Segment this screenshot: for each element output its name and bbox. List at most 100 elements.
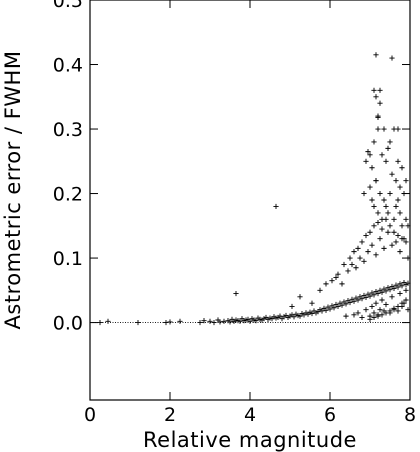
data-point xyxy=(375,313,381,319)
data-point xyxy=(363,232,369,239)
data-point xyxy=(393,178,399,184)
data-point xyxy=(397,290,403,297)
data-point xyxy=(399,223,405,229)
data-point xyxy=(371,87,377,93)
data-point xyxy=(367,184,373,190)
data-point xyxy=(405,280,411,286)
data-point xyxy=(359,314,365,321)
data-point xyxy=(371,292,377,298)
data-point xyxy=(167,319,173,325)
data-point xyxy=(217,319,223,325)
data-point xyxy=(403,239,409,245)
data-point xyxy=(371,314,377,321)
data-point xyxy=(373,94,379,100)
data-point xyxy=(383,301,389,308)
data-point xyxy=(177,318,183,324)
data-point xyxy=(351,249,357,255)
data-point xyxy=(309,300,315,306)
data-point xyxy=(385,210,391,216)
data-point xyxy=(389,242,395,248)
data-point xyxy=(323,281,329,287)
data-point xyxy=(329,278,335,284)
data-point xyxy=(383,158,389,164)
data-point xyxy=(405,255,411,261)
y-axis-title: Astrometric error / FWHM xyxy=(1,51,25,330)
data-point xyxy=(395,284,401,290)
data-point xyxy=(349,261,355,268)
data-point xyxy=(371,223,377,229)
data-point xyxy=(379,226,385,232)
data-point xyxy=(105,318,111,324)
data-point xyxy=(233,290,239,297)
data-point xyxy=(347,255,353,261)
data-point xyxy=(383,288,389,294)
data-point xyxy=(401,190,407,197)
data-point xyxy=(331,305,337,311)
data-point xyxy=(405,223,411,229)
data-point xyxy=(369,165,375,171)
data-point xyxy=(369,242,375,248)
data-point xyxy=(403,297,409,303)
data-point xyxy=(221,318,227,324)
data-point xyxy=(405,307,411,313)
data-point xyxy=(379,297,385,303)
data-point xyxy=(367,316,373,322)
data-point xyxy=(395,158,401,164)
data-point xyxy=(399,300,405,306)
data-point xyxy=(391,229,397,235)
data-point xyxy=(363,294,369,301)
data-point xyxy=(201,318,207,324)
data-point xyxy=(395,308,401,314)
data-point xyxy=(273,203,279,210)
data-point xyxy=(335,303,341,310)
data-point xyxy=(373,52,379,58)
x-tick-label: 4 xyxy=(244,404,256,426)
data-point xyxy=(323,307,329,313)
data-point xyxy=(341,261,347,268)
data-point xyxy=(371,139,377,145)
data-point xyxy=(381,126,387,132)
data-point xyxy=(363,158,369,164)
data-point xyxy=(377,87,383,93)
data-point xyxy=(377,236,383,242)
data-point xyxy=(383,310,389,316)
data-point xyxy=(389,55,395,61)
data-point xyxy=(395,126,401,132)
data-point xyxy=(327,306,333,312)
data-point xyxy=(365,249,371,255)
data-point xyxy=(373,300,379,306)
data-point xyxy=(369,197,375,203)
data-point xyxy=(361,190,367,197)
data-point xyxy=(343,301,349,307)
data-point xyxy=(355,245,361,251)
data-point xyxy=(369,303,375,310)
y-tick-label: 0.1 xyxy=(53,248,83,270)
data-point xyxy=(377,190,383,197)
data-point xyxy=(395,197,401,203)
data-point xyxy=(379,312,385,318)
data-point xyxy=(391,216,397,222)
data-point xyxy=(385,229,391,235)
data-point xyxy=(359,239,365,245)
data-point xyxy=(367,293,373,299)
data-point xyxy=(355,310,361,316)
data-point xyxy=(339,281,345,287)
data-point xyxy=(361,258,367,264)
data-point xyxy=(391,285,397,291)
data-point xyxy=(379,152,385,158)
y-tick-label: 0.4 xyxy=(53,55,83,77)
data-point xyxy=(403,178,409,184)
data-point xyxy=(371,203,377,210)
data-point xyxy=(363,307,369,313)
data-point xyxy=(389,294,395,300)
data-point xyxy=(207,318,213,324)
x-tick-label: 0 xyxy=(84,404,96,426)
data-point xyxy=(211,319,217,326)
data-point xyxy=(397,210,403,216)
data-point xyxy=(97,319,103,326)
data-point xyxy=(135,319,141,326)
data-point xyxy=(397,184,403,190)
data-point xyxy=(353,265,359,271)
data-point xyxy=(395,303,401,310)
data-point xyxy=(379,216,385,222)
